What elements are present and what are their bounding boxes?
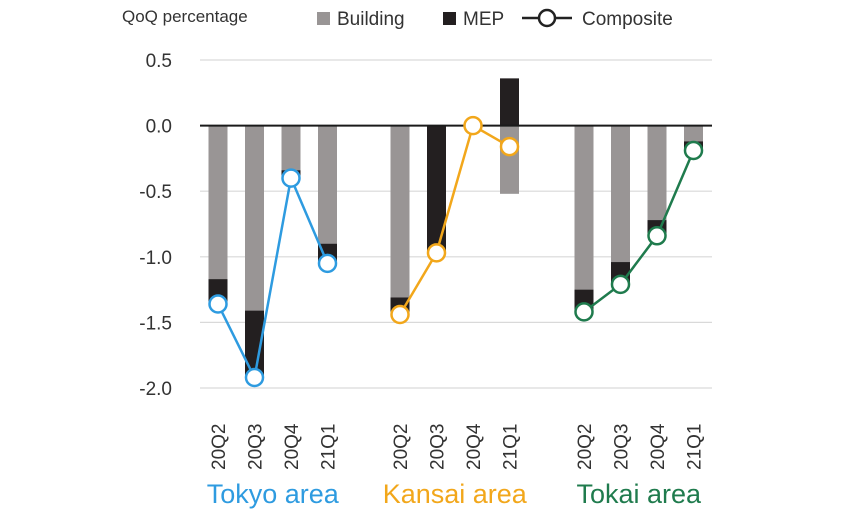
- category-label: 20Q3: [428, 424, 449, 470]
- y-tick-label: -1.5: [139, 313, 172, 334]
- legend-label-building: Building: [337, 9, 405, 30]
- composite-line: [583, 150, 695, 313]
- bar-building: [647, 125, 667, 221]
- composite-point: [499, 136, 520, 157]
- category-label: 20Q2: [209, 424, 230, 470]
- composite-point: [463, 115, 483, 136]
- bar-building: [208, 125, 228, 280]
- legend-swatch-mep: [443, 12, 456, 25]
- legend-label-mep: MEP: [463, 9, 504, 30]
- category-labels: 20Q2 20Q3 20Q4 21Q1 20Q2 20Q3 20Q4 21Q1 20Q2 20Q3…: [209, 423, 706, 470]
- category-label: 21Q1: [685, 424, 706, 470]
- category-label: 20Q3: [246, 424, 267, 470]
- group-label: Kansai area: [383, 479, 528, 509]
- legend: Building MEP Composite: [317, 8, 673, 30]
- bar-building: [611, 125, 630, 263]
- bar-building: [500, 125, 519, 194]
- composite-lines: [208, 115, 704, 388]
- composite-point: [208, 294, 228, 314]
- y-tick-label: 0.0: [146, 117, 172, 138]
- bar-building: [574, 125, 594, 290]
- y-axis-ticks: 0.5 0.0 -0.5 -1.0 -1.5 -2.0: [139, 51, 172, 400]
- composite-point: [317, 253, 338, 274]
- legend-label-composite: Composite: [582, 9, 673, 30]
- bar-mep: [427, 125, 446, 253]
- category-label: 20Q2: [391, 424, 412, 470]
- y-tick-label: 0.5: [146, 51, 172, 72]
- composite-point: [647, 226, 667, 246]
- y-tick-label: -1.0: [139, 248, 172, 269]
- composite-point: [610, 274, 631, 295]
- bar-building: [318, 125, 337, 244]
- composite-point: [244, 367, 265, 388]
- category-label: 20Q2: [575, 424, 596, 470]
- category-label: 21Q1: [501, 424, 522, 470]
- category-label: 20Q4: [648, 423, 669, 470]
- category-label: 20Q4: [464, 423, 485, 470]
- y-tick-label: -2.0: [139, 379, 172, 400]
- composite-point: [683, 140, 704, 161]
- y-axis-label: QoQ percentage: [122, 7, 248, 26]
- bar-building: [245, 125, 264, 311]
- composite-line: [398, 123, 511, 316]
- bar-mep: [500, 78, 519, 126]
- grid-lines: [200, 59, 712, 389]
- composite-point: [390, 304, 410, 325]
- legend-swatch-building: [317, 12, 330, 25]
- category-label: 21Q1: [319, 424, 340, 470]
- bar-building: [390, 125, 410, 298]
- composite-point: [281, 168, 301, 188]
- bar-building: [281, 125, 301, 171]
- composite-point: [426, 243, 447, 263]
- category-label: 20Q3: [612, 424, 633, 470]
- bar-mep: [245, 310, 264, 378]
- group-label: Tokai area: [576, 479, 702, 509]
- composite-line: [216, 173, 329, 382]
- group-label: Tokyo area: [207, 479, 340, 509]
- legend-marker-composite: [537, 8, 557, 28]
- bar-building: [684, 125, 703, 142]
- composite-point: [574, 302, 594, 322]
- category-label: 20Q4: [282, 423, 303, 470]
- group-labels: Tokyo area Kansai area Tokai area: [207, 479, 702, 509]
- y-tick-label: -0.5: [139, 182, 172, 203]
